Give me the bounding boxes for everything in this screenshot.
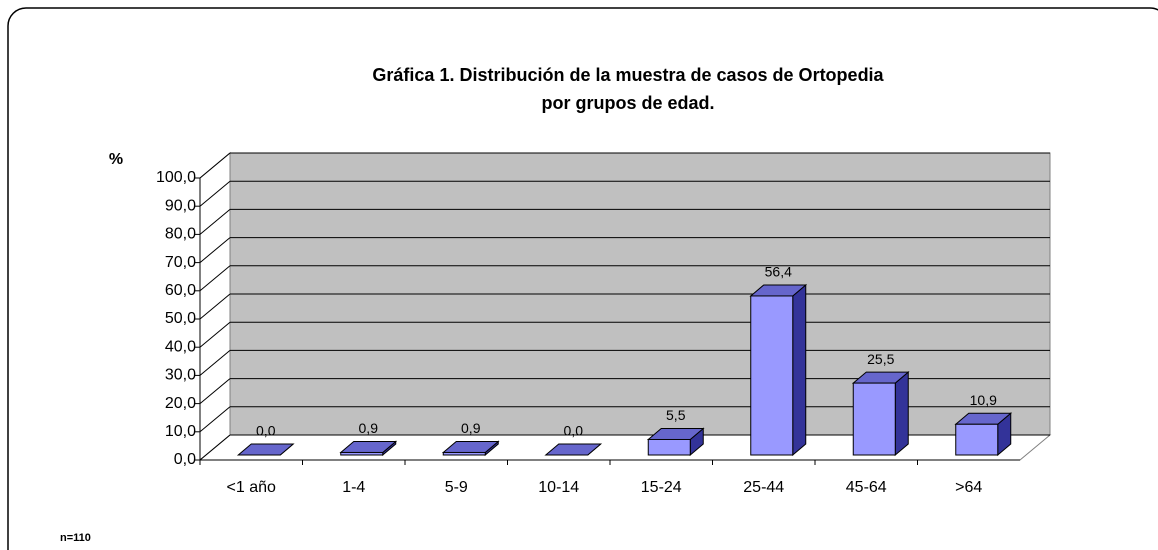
grid-line — [199, 265, 231, 292]
grid-line — [199, 209, 231, 235]
x-tick-label: 1-4 — [342, 479, 365, 496]
x-tick-label: <1 año — [227, 479, 276, 496]
bar — [442, 451, 486, 456]
value-label: 0,0 — [564, 423, 584, 439]
y-tick-label: 90,0 — [165, 197, 196, 214]
y-tick-label: 100,0 — [156, 169, 196, 186]
floor — [198, 434, 1052, 461]
x-tick-label: 15-24 — [641, 479, 682, 496]
bar-top — [544, 443, 603, 456]
y-tick-label: 50,0 — [165, 310, 196, 327]
value-label: 56,4 — [765, 264, 792, 280]
chart-title: Gráfica 1. Distribución de la muestra de… — [372, 65, 884, 85]
grid-line — [199, 350, 231, 376]
x-tick-label: >64 — [955, 479, 982, 496]
y-axis-label: % — [109, 151, 123, 168]
bar-top — [236, 443, 295, 456]
grid-line — [199, 237, 231, 263]
value-label: 25,5 — [867, 351, 894, 367]
grid-line — [199, 180, 231, 207]
value-label: 0,0 — [256, 423, 276, 439]
y-tick-label: 80,0 — [165, 226, 196, 243]
bar — [750, 295, 794, 456]
y-tick-label: 20,0 — [165, 395, 196, 412]
y-tick-label: 0,0 — [174, 451, 196, 468]
y-tick-label: 70,0 — [165, 254, 196, 271]
y-tick-label: 30,0 — [165, 367, 196, 384]
grid-line — [199, 293, 231, 320]
grid-line — [199, 406, 231, 433]
grid-line — [199, 152, 231, 179]
footnote: n=110 — [60, 532, 91, 544]
grid-line — [199, 321, 231, 348]
bar — [852, 382, 896, 456]
bar — [340, 451, 384, 456]
x-tick-label: 10-14 — [538, 479, 579, 496]
y-tick-label: 10,0 — [165, 423, 196, 440]
bar — [955, 423, 999, 456]
y-tick-label: 40,0 — [165, 338, 196, 355]
bar-side — [894, 371, 909, 457]
value-label: 10,9 — [970, 392, 997, 408]
x-tick-label: 45-64 — [846, 479, 887, 496]
bar — [647, 438, 691, 456]
bar-side — [792, 283, 807, 457]
x-tick-label: 5-9 — [445, 479, 468, 496]
value-label: 5,5 — [666, 407, 686, 423]
y-tick-label: 60,0 — [165, 282, 196, 299]
x-tick-label: 25-44 — [743, 479, 784, 496]
grid-line — [199, 378, 231, 404]
value-label: 0,9 — [461, 420, 481, 436]
chart-border — [7, 7, 1158, 550]
grid-line — [199, 434, 231, 461]
chart-title: por grupos de edad. — [541, 93, 714, 113]
value-label: 0,9 — [359, 420, 379, 436]
